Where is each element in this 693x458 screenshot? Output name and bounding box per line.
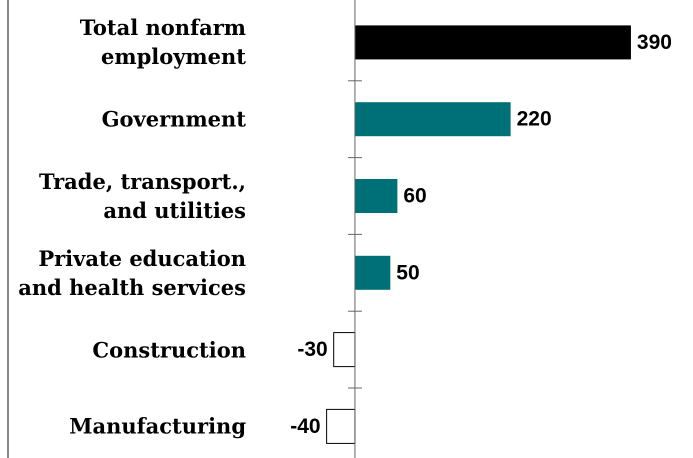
bar xyxy=(326,408,356,444)
category-label: Total nonfarm employment xyxy=(79,15,246,70)
category-label: Manufacturing xyxy=(69,413,246,439)
category-label: Government xyxy=(101,106,246,132)
value-label: 390 xyxy=(637,31,672,54)
bar xyxy=(354,255,391,290)
value-label: -30 xyxy=(297,338,327,361)
bar xyxy=(354,25,631,60)
value-label: 50 xyxy=(396,261,419,284)
category-label: Private education and health services xyxy=(18,245,246,300)
bar xyxy=(354,102,511,137)
value-label: 60 xyxy=(403,185,426,208)
category-label: Construction xyxy=(92,337,246,363)
category-label: Trade, transport., and utilities xyxy=(39,169,246,223)
value-label: -40 xyxy=(290,415,320,438)
bar xyxy=(354,179,398,213)
value-label: 220 xyxy=(517,108,552,131)
bar xyxy=(333,332,356,368)
